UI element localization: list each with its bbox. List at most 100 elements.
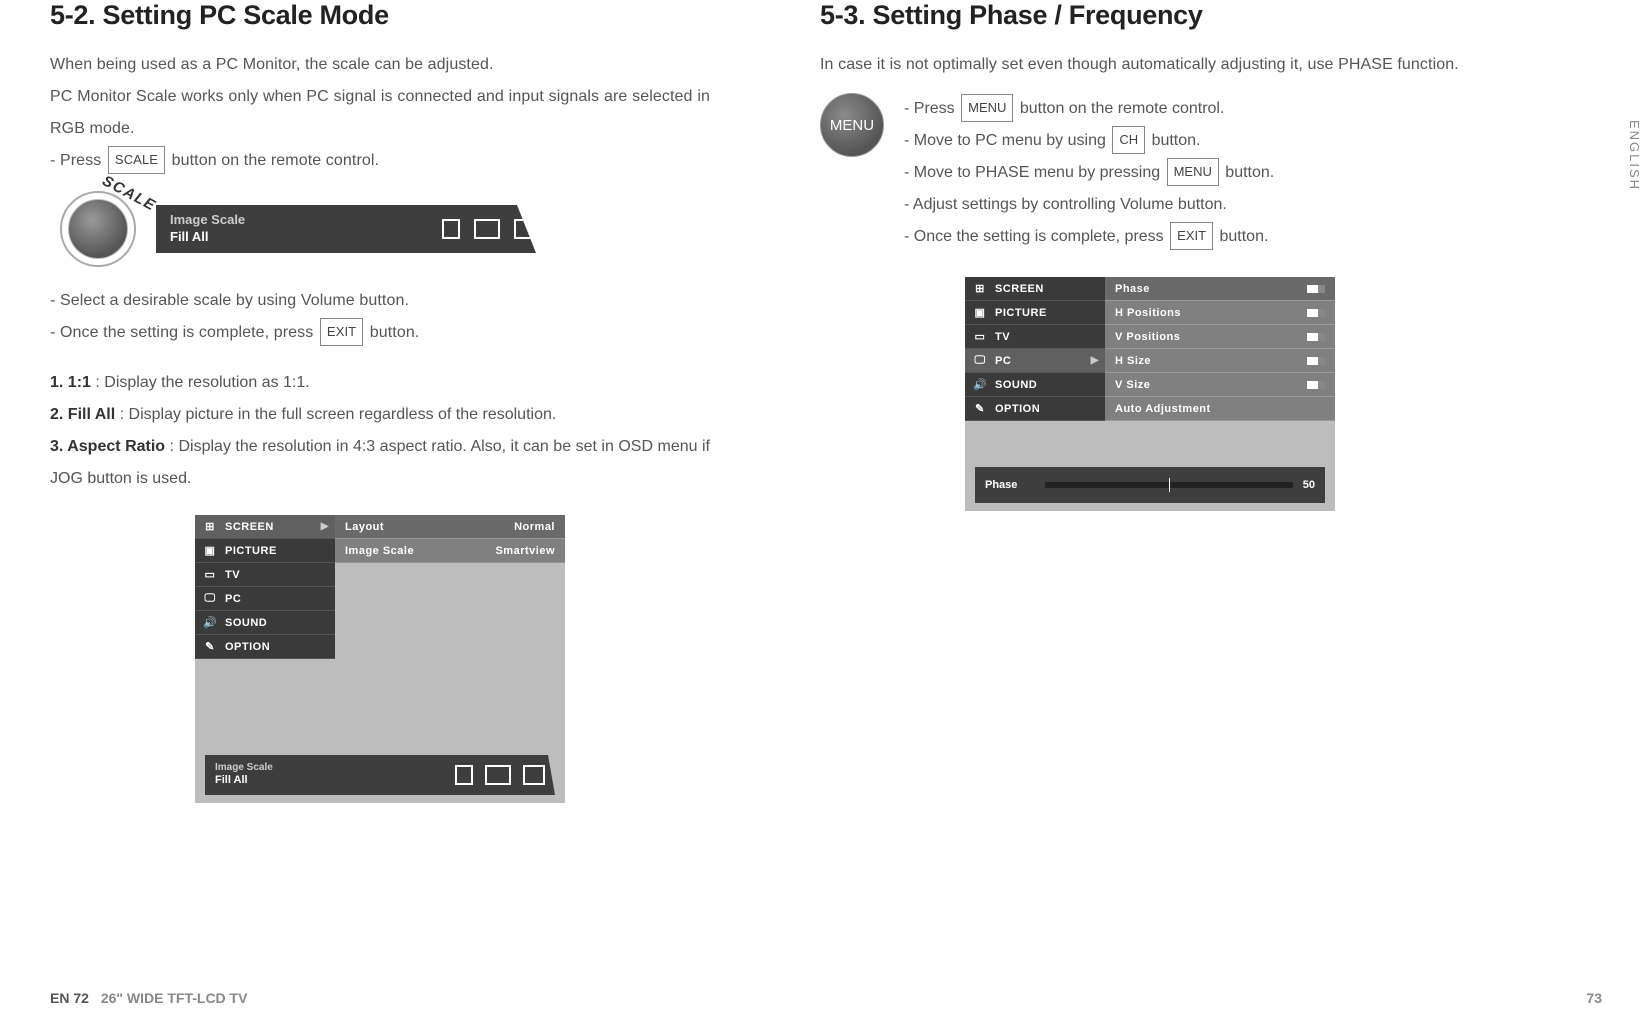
- slider-mark-icon: [1169, 478, 1170, 492]
- osd-option-row: V Positions: [1105, 325, 1335, 349]
- slider-icon: [1307, 309, 1325, 317]
- slider-icon: [1307, 381, 1325, 389]
- aspect-icon-43: [523, 765, 545, 785]
- image-scale-bar: Image Scale Fill All: [156, 205, 536, 253]
- osd-menu-item: ▣ PICTURE: [965, 301, 1105, 325]
- language-tab: ENGLISH: [1627, 120, 1642, 191]
- menu-button-icon: MENU: [820, 93, 884, 157]
- option-label: Image Scale: [345, 545, 414, 557]
- chevron-right-icon: ▶: [321, 521, 329, 532]
- osd-menu-item: ⊞ SCREEN ▶: [195, 515, 335, 539]
- osd-options-list: Layout Normal Image ScaleSmartview: [335, 515, 565, 659]
- osd-option-row: H Positions: [1105, 301, 1335, 325]
- osd-option-row: Image ScaleSmartview: [335, 539, 565, 563]
- menu-item-label: SCREEN: [995, 283, 1044, 295]
- option-label: Auto Adjustment: [1115, 403, 1211, 415]
- page-number-right: 73: [1586, 990, 1602, 1006]
- osd-option-row: Phase: [1105, 277, 1335, 301]
- option-label: V Size: [1115, 379, 1150, 391]
- osd-phase-slider: Phase 50: [975, 467, 1325, 503]
- osd-option-row: V Size: [1105, 373, 1335, 397]
- aspect-icon-43: [514, 219, 536, 239]
- menu-item-icon: 🖵: [973, 354, 987, 367]
- aspect-icon-fill: [474, 219, 500, 239]
- osd-option-row: H Size: [1105, 349, 1335, 373]
- knob-label: SCALE: [99, 172, 158, 214]
- osd-menu-item: ✎OPTION: [195, 635, 335, 659]
- section-title-5-3: 5-3. Setting Phase / Frequency: [820, 0, 1480, 31]
- osd-options-list: Phase H Positions V Positions H Size V Size A…: [1105, 277, 1335, 421]
- menu-item-icon: ▣: [973, 306, 987, 319]
- aspect-icon-1-1: [442, 219, 460, 239]
- intro-text: When being used as a PC Monitor, the sca…: [50, 49, 710, 177]
- option-label: V Positions: [1115, 331, 1180, 343]
- scale-button-label: SCALE: [108, 146, 165, 174]
- option-label: H Positions: [1115, 307, 1181, 319]
- menu-item-icon: ⊞: [203, 520, 217, 533]
- menu-item-icon: 🖵: [203, 592, 217, 605]
- aspect-icon-1-1: [455, 765, 473, 785]
- menu-btn-label: MENU: [961, 94, 1013, 122]
- step-complete: - Once the setting is complete, press EX…: [50, 317, 710, 349]
- osd-menu-item: ▭ TV: [965, 325, 1105, 349]
- osd-menu-item: 🔊 SOUND: [965, 373, 1105, 397]
- exit-btn-label: EXIT: [1170, 222, 1213, 250]
- osd-menu-list: ⊞ SCREEN ▶ ▣ PICTURE ▭TV 🖵 PC 🔊SOUND✎OPTION: [195, 515, 335, 659]
- p2: PC Monitor Scale works only when PC sign…: [50, 81, 710, 145]
- step-press: - Press SCALE button on the remote contr…: [50, 145, 710, 177]
- slider-icon: [1307, 285, 1325, 293]
- steps-text: - Select a desirable scale by using Volu…: [50, 285, 710, 349]
- options-list: 1. 1:1 : Display the resolution as 1:1. …: [50, 367, 710, 495]
- menu-item-label: PICTURE: [995, 307, 1047, 319]
- ch-btn-label: CH: [1112, 126, 1145, 154]
- scale-bar-text: Image Scale Fill All: [170, 212, 245, 246]
- menu-item-label: SOUND: [995, 379, 1037, 391]
- osd-screenshot-right: ⊞ SCREEN ▣ PICTURE ▭ TV 🖵 PC ▶ 🔊 SOUND ✎ OPTION Phas…: [965, 277, 1335, 511]
- menu-item-label: SOUND: [225, 617, 267, 629]
- menu-item-label: TV: [225, 569, 240, 581]
- scale-knob-icon: SCALE: [60, 191, 136, 267]
- menu-item-icon: ▣: [203, 544, 217, 557]
- menu-btn-label: MENU: [1167, 158, 1219, 186]
- chevron-right-icon: ▶: [1091, 355, 1099, 366]
- right-step-block: MENU - Press MENU button on the remote c…: [820, 93, 1480, 253]
- option-label: Layout: [345, 521, 384, 533]
- intro-text-right: In case it is not optimally set even tho…: [820, 49, 1480, 81]
- menu-item-label: OPTION: [225, 641, 270, 653]
- osd-menu-item: ⊞ SCREEN: [965, 277, 1105, 301]
- menu-item-label: OPTION: [995, 403, 1040, 415]
- slider-track: [1045, 482, 1293, 488]
- right-steps-list: - Press MENU button on the remote contro…: [904, 93, 1274, 253]
- osd-menu-item: 🔊SOUND: [195, 611, 335, 635]
- slider-icon: [1307, 357, 1325, 365]
- left-column: 5-2. Setting PC Scale Mode When being us…: [50, 0, 710, 803]
- page: 5-2. Setting PC Scale Mode When being us…: [50, 0, 1602, 803]
- osd-menu-item: ✎ OPTION: [965, 397, 1105, 421]
- menu-item-label: TV: [995, 331, 1010, 343]
- menu-item-label: PC: [225, 593, 241, 605]
- section-title-5-2: 5-2. Setting PC Scale Mode: [50, 0, 710, 31]
- right-column: 5-3. Setting Phase / Frequency In case i…: [820, 0, 1480, 803]
- step-select: - Select a desirable scale by using Volu…: [50, 285, 710, 317]
- osd-menu-list: ⊞ SCREEN ▣ PICTURE ▭ TV 🖵 PC ▶ 🔊 SOUND ✎ OPTION: [965, 277, 1105, 421]
- menu-item-icon: ▭: [973, 330, 987, 343]
- osd-screenshot-left: ⊞ SCREEN ▶ ▣ PICTURE ▭TV 🖵 PC 🔊SOUND✎OPTION Layo…: [195, 515, 565, 803]
- menu-item-label: PC: [995, 355, 1011, 367]
- menu-item-label: PICTURE: [225, 545, 277, 557]
- menu-item-icon: ⊞: [973, 282, 987, 295]
- menu-item-icon: 🔊: [973, 378, 987, 391]
- p1: When being used as a PC Monitor, the sca…: [50, 49, 710, 81]
- page-number-left: EN 72: [50, 990, 89, 1006]
- option-value: Normal: [514, 521, 555, 533]
- option-label: H Size: [1115, 355, 1151, 367]
- menu-item-label: SCREEN: [225, 521, 274, 533]
- footer-model: 26" WIDE TFT-LCD TV: [101, 990, 248, 1006]
- page-footer: EN 72 26" WIDE TFT-LCD TV 73: [50, 990, 1602, 1006]
- osd-menu-item: 🖵 PC: [195, 587, 335, 611]
- osd-menu-item: ▭TV: [195, 563, 335, 587]
- menu-item-icon: ✎: [973, 402, 987, 415]
- osd-option-row: Auto Adjustment: [1105, 397, 1335, 421]
- osd-bottom-bar: Image Scale Fill All: [205, 755, 555, 795]
- aspect-icon-fill: [485, 765, 511, 785]
- option-label: Phase: [1115, 283, 1150, 295]
